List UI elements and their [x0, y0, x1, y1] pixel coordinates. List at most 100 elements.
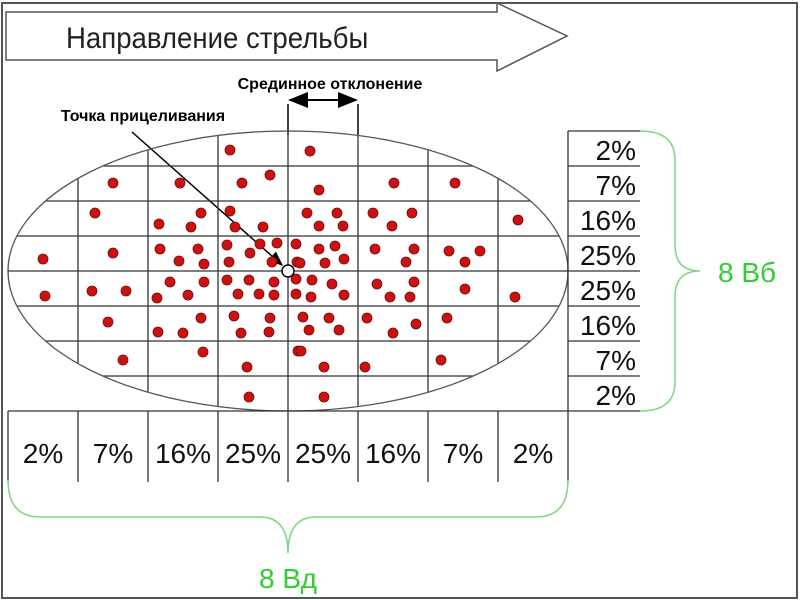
hit-point [295, 345, 307, 357]
hit-point [224, 144, 236, 156]
hit-point [410, 318, 422, 330]
hit-point [371, 278, 383, 290]
row-percentage: 2% [596, 380, 636, 411]
hit-point [408, 243, 420, 255]
hit-point [197, 346, 209, 358]
hit-point [359, 361, 371, 373]
hit-point [195, 207, 207, 219]
hit-point [173, 255, 185, 267]
hit-point [229, 221, 241, 233]
column-percentage: 25% [225, 438, 281, 469]
hit-point [236, 177, 248, 189]
hit-point [154, 243, 166, 255]
row-percentage: 2% [596, 135, 636, 166]
hit-point [153, 218, 165, 230]
hit-point [305, 291, 317, 303]
hit-point [107, 177, 119, 189]
hit-point [338, 253, 350, 265]
hit-point [243, 274, 255, 286]
vertical-span-text: 8 Вб [718, 257, 776, 288]
fire-direction-title: Направление стрельбы [66, 22, 368, 55]
hit-point [318, 361, 330, 373]
hit-point [294, 257, 306, 269]
column-percentage: 16% [155, 438, 211, 469]
hit-point [192, 243, 204, 255]
hit-point [313, 243, 325, 255]
hit-point [326, 278, 338, 290]
row-percentage: 7% [596, 170, 636, 201]
hit-point [404, 291, 416, 303]
hit-point [290, 273, 302, 285]
hit-point [318, 391, 330, 403]
hit-point [243, 391, 255, 403]
row-percentage: 16% [580, 310, 636, 341]
hit-point [319, 257, 331, 269]
horizontal-percent-table: 2% 7% 16% 25% 25% 16% 7% 2% [7, 410, 569, 482]
hit-point [86, 285, 98, 297]
hit-point [244, 247, 256, 259]
hit-point [198, 258, 210, 270]
hit-points [37, 144, 524, 403]
hit-point [303, 324, 315, 336]
hit-point [459, 283, 471, 295]
hit-point [257, 221, 269, 233]
vertical-brace [639, 130, 701, 412]
hit-point [241, 361, 253, 373]
hit-point [221, 239, 233, 251]
hit-point [443, 245, 455, 257]
hit-point [384, 291, 396, 303]
hit-point [290, 238, 302, 250]
hit-point [313, 184, 325, 196]
row-percentage: 25% [580, 240, 636, 271]
hit-point [266, 256, 278, 268]
median-deviation-label: Срединное отклонение [238, 76, 423, 93]
hit-point [264, 169, 276, 181]
aim-point-label: Точка прицеливания [61, 108, 225, 125]
hit-point [232, 288, 244, 300]
hit-point [253, 288, 265, 300]
column-percentage: 7% [443, 438, 483, 469]
hit-point [290, 288, 302, 300]
hit-point [120, 285, 132, 297]
column-percentage: 2% [513, 438, 553, 469]
hit-point [408, 276, 420, 288]
column-percentage: 25% [295, 438, 351, 469]
hit-point [185, 221, 197, 233]
hit-point [107, 247, 119, 259]
hit-point [263, 326, 275, 338]
hit-point [221, 274, 233, 286]
hit-point [195, 312, 207, 324]
hit-point [338, 289, 350, 301]
hit-point [459, 256, 471, 268]
hit-point [198, 276, 210, 288]
hit-point [329, 240, 341, 252]
row-percentage: 16% [580, 205, 636, 236]
hit-point [313, 220, 325, 232]
vertical-percent-table: 2% 7% 16% 25% 25% 16% 7% 2% [567, 130, 640, 412]
hit-point [331, 207, 343, 219]
hit-point [268, 289, 280, 301]
hit-point [512, 214, 524, 226]
hit-point [89, 207, 101, 219]
hit-point [164, 276, 176, 288]
hit-point [223, 256, 235, 268]
hit-point [254, 238, 266, 250]
hit-point [435, 354, 447, 366]
hit-point [235, 327, 247, 339]
hit-point [304, 145, 316, 157]
hit-point [182, 289, 194, 301]
hit-point [306, 274, 318, 286]
fire-direction-arrow [5, 1, 569, 73]
hit-point [474, 245, 486, 257]
hit-point [268, 276, 280, 288]
column-percentage: 16% [365, 438, 421, 469]
vertical-span-label: 8 Вб [718, 257, 776, 288]
hit-point [117, 354, 129, 366]
hit-point [37, 253, 49, 265]
aim-point-marker [281, 264, 295, 278]
hit-point [406, 207, 418, 219]
hit-point [102, 316, 114, 328]
hit-point [337, 220, 349, 232]
hit-point [333, 324, 345, 336]
